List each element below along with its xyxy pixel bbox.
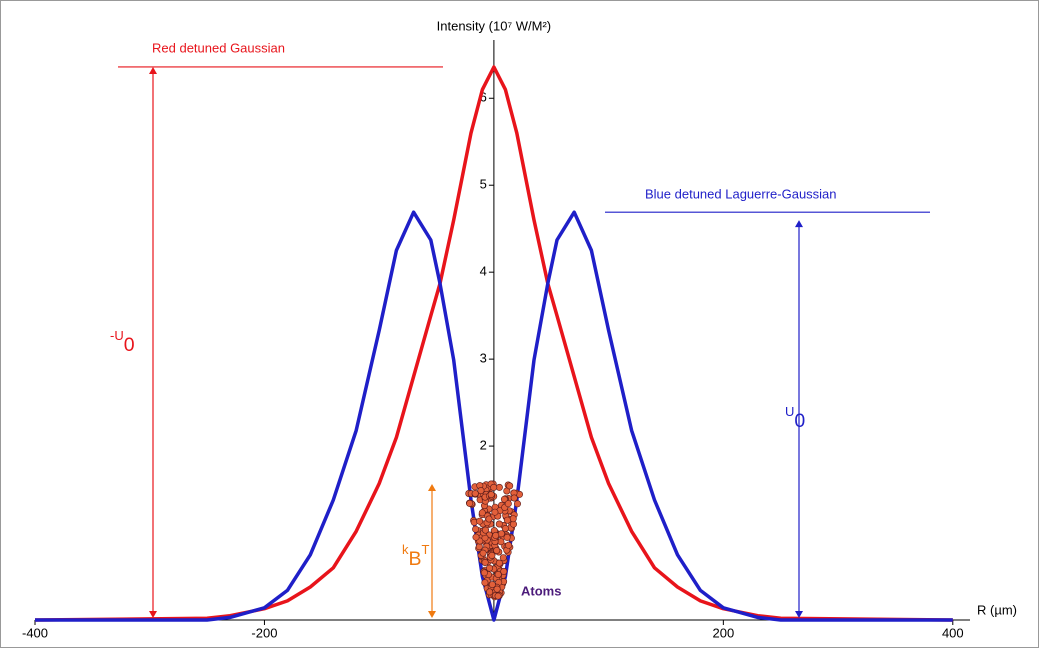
chart: -400-20020040023456Intensity (10⁷ W/M²)R… <box>0 0 1039 648</box>
x-tick-label: 400 <box>942 625 964 640</box>
series-label: Blue detuned Laguerre-Gaussian <box>645 186 837 201</box>
atom <box>510 516 516 522</box>
series-label: Red detuned Gaussian <box>152 40 285 55</box>
atom <box>488 491 494 497</box>
atom <box>511 495 517 501</box>
atom <box>495 593 501 599</box>
atom <box>486 589 492 595</box>
atom <box>480 550 486 556</box>
atom <box>495 571 501 577</box>
atom <box>500 555 506 561</box>
x-axis-label: R (µm) <box>977 602 1017 617</box>
atom <box>472 526 478 532</box>
y-tick-label: 4 <box>480 264 487 279</box>
subscript: 0 <box>794 410 805 432</box>
atom <box>505 501 511 507</box>
atom <box>479 510 485 516</box>
atom <box>486 565 492 571</box>
atom <box>472 490 478 496</box>
atoms-label: Atoms <box>521 583 561 598</box>
atom <box>505 542 511 548</box>
x-tick-label: 200 <box>712 625 734 640</box>
x-tick-label: -400 <box>22 625 48 640</box>
label-part: -U <box>110 328 124 343</box>
atom <box>514 501 520 507</box>
label-part: U <box>785 404 794 419</box>
atom <box>494 547 500 553</box>
atom <box>502 525 508 531</box>
y-axis-label: Intensity (10⁷ W/M²) <box>437 18 552 33</box>
y-tick-label: 3 <box>480 351 487 366</box>
atom <box>496 521 502 527</box>
atom <box>493 532 499 538</box>
atom <box>489 552 495 558</box>
atom <box>482 527 488 533</box>
atom <box>481 570 487 576</box>
subscript: B <box>409 548 422 570</box>
atom <box>491 484 497 490</box>
atom <box>482 580 488 586</box>
label-part: T <box>422 542 430 557</box>
atom <box>489 581 495 587</box>
atom <box>496 560 502 566</box>
atom <box>482 559 488 565</box>
atom <box>476 518 482 524</box>
subscript: 0 <box>124 334 135 356</box>
atom <box>507 483 513 489</box>
y-tick-label: 2 <box>480 438 487 453</box>
frame <box>1 1 1039 648</box>
atom <box>486 516 492 522</box>
x-tick-label: -200 <box>251 625 277 640</box>
atom <box>467 500 473 506</box>
atom <box>473 534 479 540</box>
atom <box>498 539 504 545</box>
y-tick-label: 5 <box>480 177 487 192</box>
atom <box>492 509 498 515</box>
atom <box>504 534 510 540</box>
